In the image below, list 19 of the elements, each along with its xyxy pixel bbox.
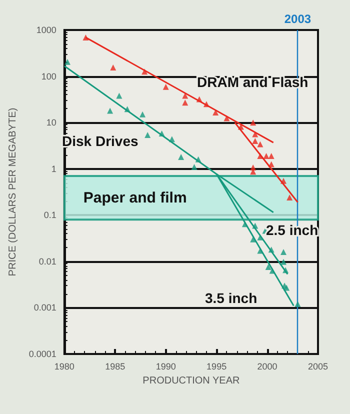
y-tick-label: 0.001 [34,302,56,313]
y-tick-label: 0.0001 [28,349,56,359]
y-tick-label: 0.1 [44,210,56,220]
x-tick-label: 1990 [156,362,176,372]
x-tick-label: 1995 [206,362,227,372]
y-tick-label: 100 [41,71,56,82]
x-tick-label: 1985 [105,362,126,372]
annotation: 3.5 inch [205,290,258,306]
y-tick-label: 1 [51,164,56,174]
x-tick-label: 1980 [54,362,74,372]
x-axis-title: PRODUCTION YEAR [142,376,240,386]
y-tick-label: 0.01 [38,256,56,266]
y-tick-label: 10 [46,118,56,128]
x-tick-label: 2005 [308,362,328,372]
y-tick-label: 1000 [36,25,56,35]
y-axis-title: PRICE (DOLLARS PER MEGABYTE) [8,108,18,276]
band-label: Paper and film [83,189,187,206]
ref-line-label: 2003 [284,12,312,26]
x-tick-label: 2000 [257,362,278,372]
